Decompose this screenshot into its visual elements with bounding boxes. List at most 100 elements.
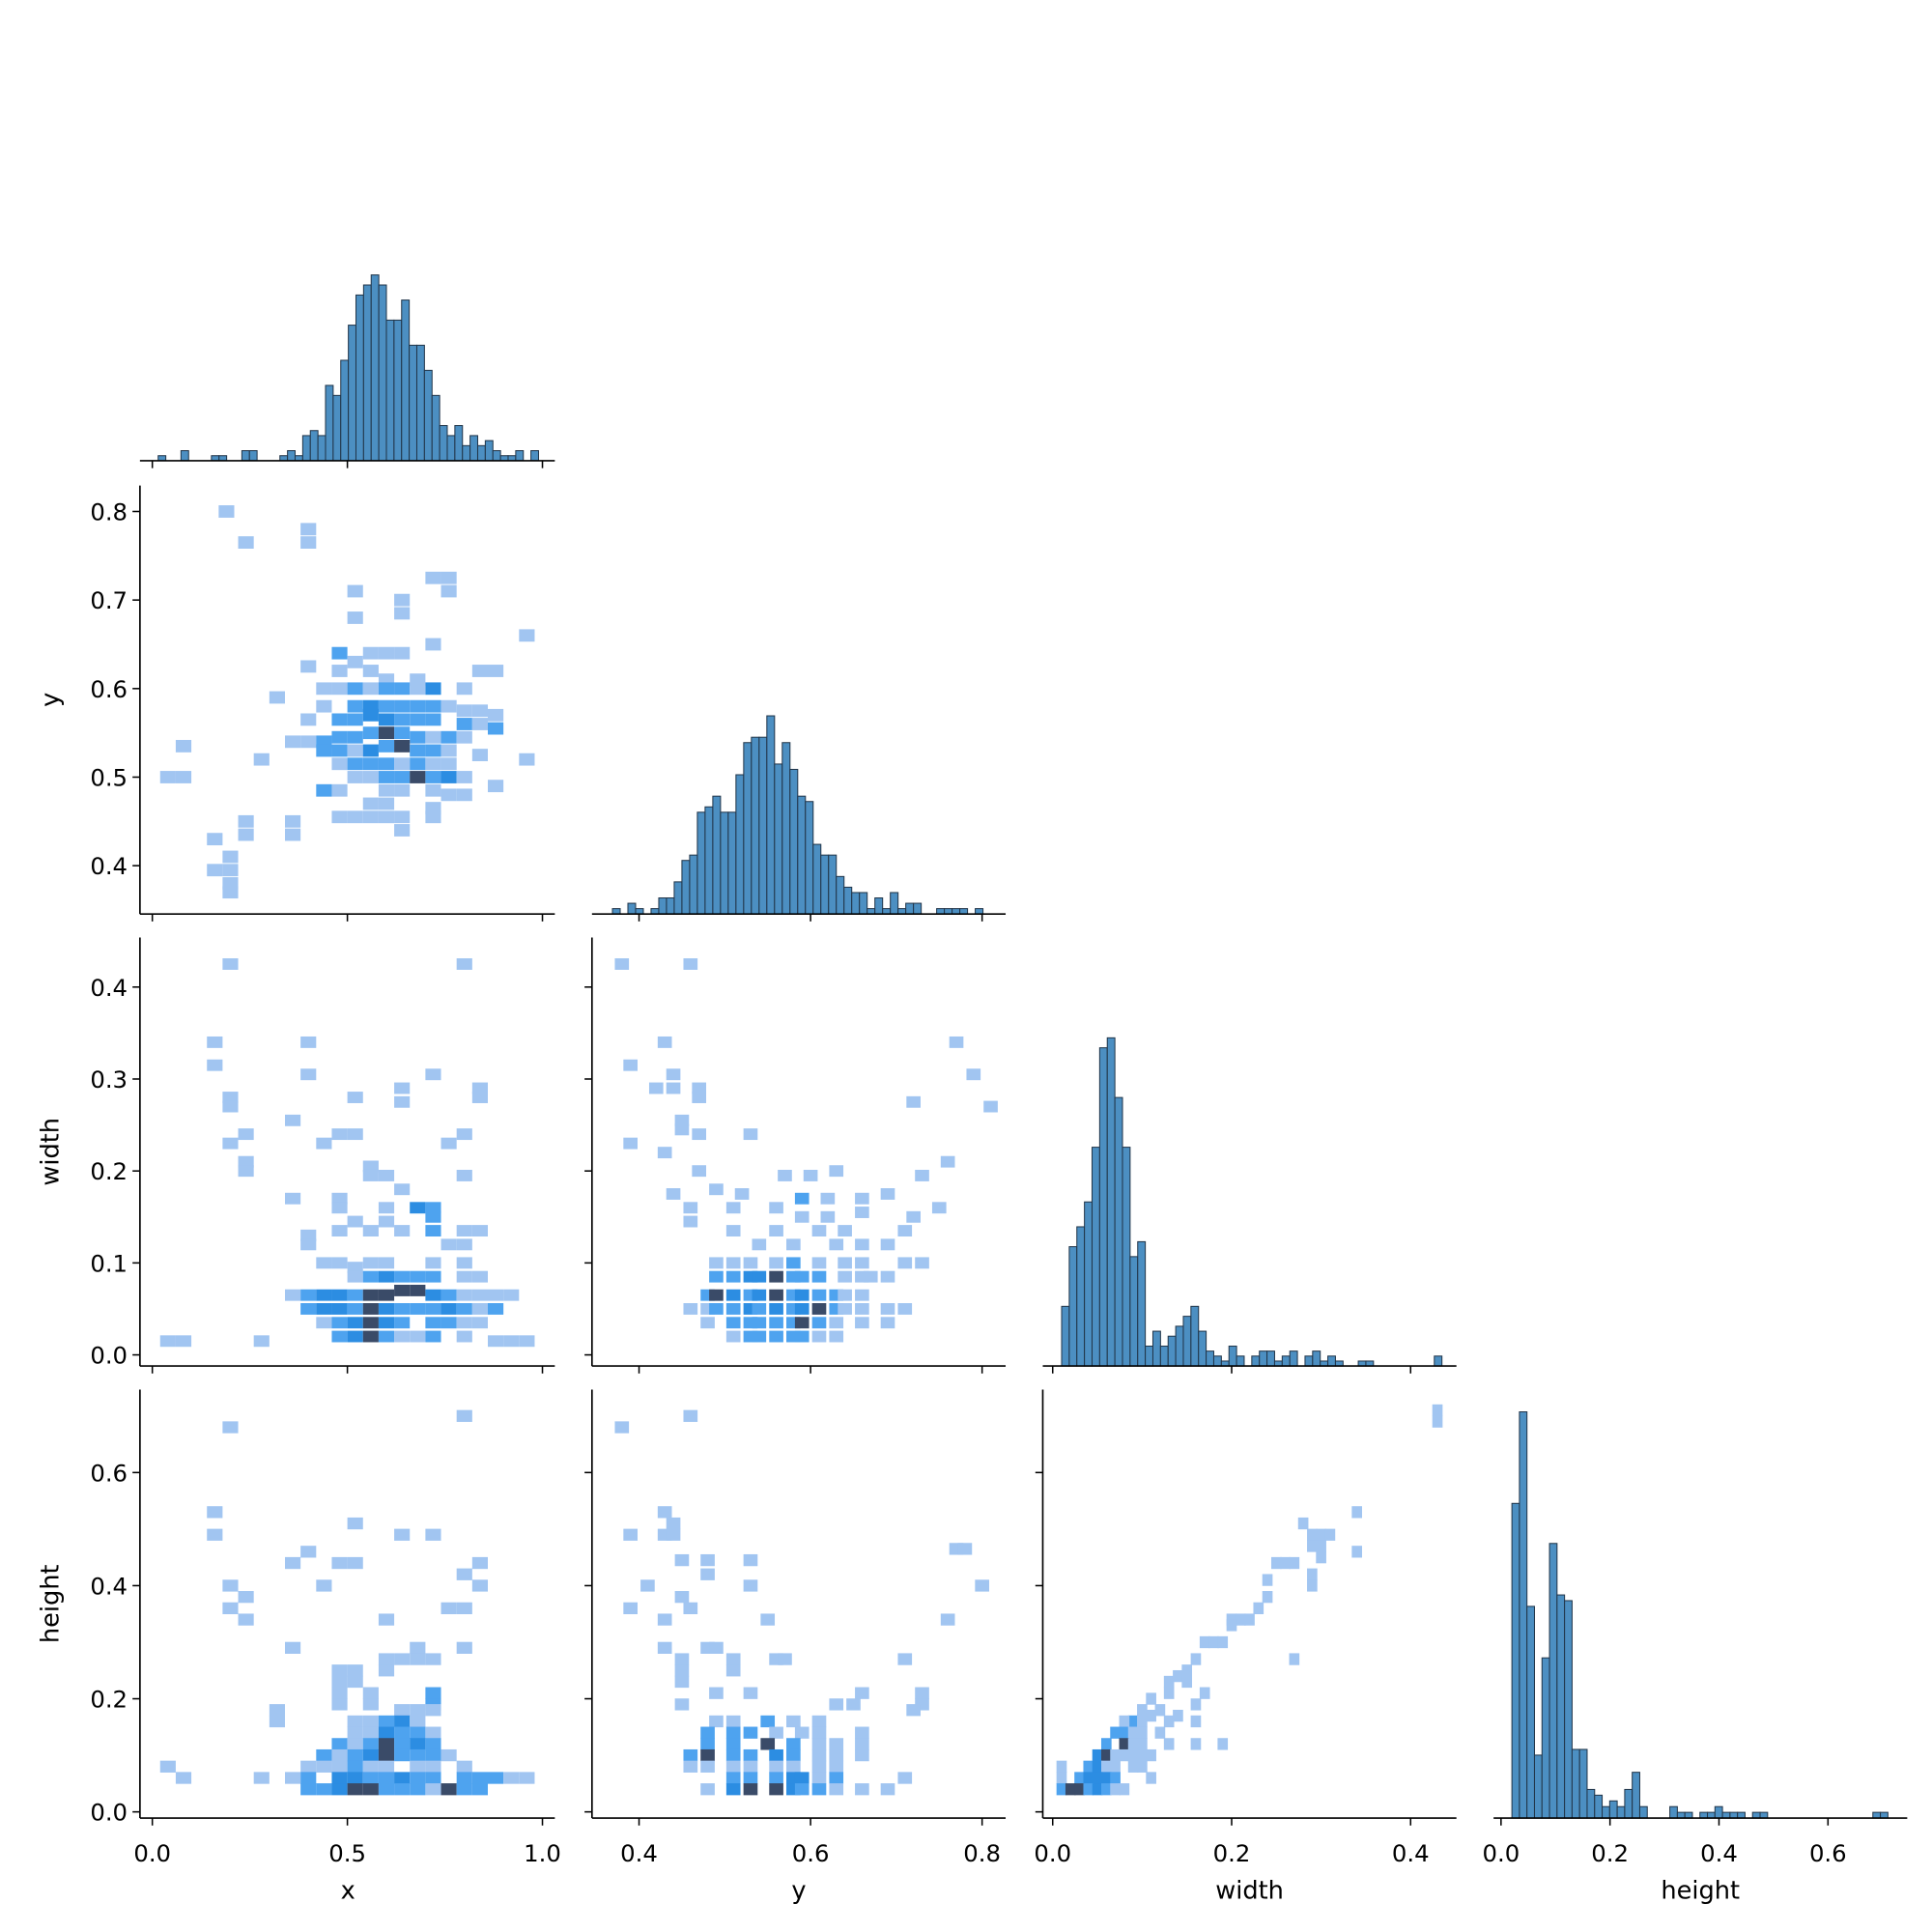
heatmap-cell-width-height (1190, 1715, 1202, 1728)
heatmap-cell-x-height (378, 1653, 395, 1665)
hist-bar-y (851, 892, 861, 915)
hist-bar-x (340, 359, 350, 462)
heatmap-cell-x-height (410, 1738, 426, 1750)
heatmap-cell-width-height (1208, 1635, 1219, 1649)
heatmap-cell-x-height (347, 1664, 363, 1677)
heatmap-cell-width-height (1432, 1404, 1443, 1417)
heatmap-cell-x-y (300, 660, 317, 673)
hist-bar-width (1175, 1325, 1184, 1367)
heatmap-cell-x-width (471, 1225, 488, 1237)
heatmap-cell-x-height (362, 1698, 379, 1711)
heatmap-cell-x-height (316, 1748, 332, 1762)
heatmap-cell-x-y (394, 783, 411, 797)
heatmap-cell-x-height (456, 1641, 472, 1655)
heatmap-cell-y-width (811, 1317, 827, 1329)
heatmap-cell-y-width (709, 1183, 724, 1196)
heatmap-cell-x-height (347, 1556, 363, 1570)
heatmap-cell-x-y (347, 757, 363, 771)
hist-bar-width (1266, 1350, 1275, 1367)
heatmap-cell-y-width (949, 1036, 964, 1048)
hist-bar-x (446, 435, 456, 462)
heatmap-cell-width-height (1190, 1698, 1202, 1711)
heatmap-cell-y-width (743, 1257, 758, 1269)
heatmap-cell-x-height (394, 1653, 411, 1665)
heatmap-cell-y-width (794, 1270, 810, 1283)
heatmap-cell-x-width (503, 1335, 520, 1348)
heatmap-cell-x-y (410, 699, 426, 713)
heatmap-cell-y-width (769, 1330, 783, 1343)
heatmap-cell-y-height (725, 1664, 741, 1677)
heatmap-cell-y-width (794, 1317, 810, 1329)
heatmap-cell-width-height (1235, 1613, 1246, 1626)
heatmap-cell-y-height (700, 1783, 715, 1796)
heatmap-cell-y-width (752, 1270, 767, 1283)
heatmap-cell-y-height (811, 1783, 827, 1796)
heatmap-cell-y-width (820, 1192, 836, 1205)
x-tick-label: 0.5 (328, 1839, 366, 1867)
hist-bar-x (362, 284, 372, 462)
hist-bar-y (828, 854, 838, 915)
heatmap-cell-y-width (743, 1317, 758, 1329)
heatmap-cell-x-width (331, 1192, 348, 1205)
y-tick-label: 0.3 (90, 1065, 128, 1094)
heatmap-cell-x-height (238, 1613, 254, 1626)
heatmap-cell-x-width (378, 1330, 395, 1343)
heatmap-cell-x-width (456, 1270, 472, 1283)
heatmap-cell-x-height (347, 1783, 363, 1796)
heatmap-cell-x-width (394, 1270, 411, 1283)
heatmap-cell-y-height (975, 1579, 989, 1592)
heatmap-cell-y-width (786, 1289, 801, 1301)
heatmap-cell-x-y (316, 783, 332, 797)
heatmap-cell-y-width (683, 1202, 698, 1214)
hist-bar-y (913, 902, 923, 915)
heatmap-cell-x-y (425, 757, 441, 771)
heatmap-cell-x-width (456, 958, 472, 970)
heatmap-cell-x-y (394, 607, 411, 620)
hist-bar-y (805, 801, 814, 915)
y-tick-label: 0.5 (90, 763, 128, 791)
heatmap-cell-x-height (425, 1704, 441, 1717)
hist-bar-width (1251, 1355, 1261, 1367)
heatmap-cell-x-height (394, 1772, 411, 1784)
hist-bar-width (1145, 1345, 1153, 1367)
heatmap-cell-width-height (1173, 1669, 1183, 1683)
heatmap-cell-x-y (316, 682, 332, 696)
heatmap-cell-x-width (425, 1330, 441, 1343)
heatmap-cell-y-width (829, 1330, 844, 1343)
heatmap-cell-x-y (456, 788, 472, 802)
heatmap-cell-x-width (300, 1068, 317, 1081)
hist-bar-x (325, 384, 334, 462)
hist-bar-x (454, 425, 464, 462)
heatmap-cell-x-height (394, 1738, 411, 1750)
heatmap-cell-y-width (811, 1225, 827, 1237)
x-tick-label: 0.6 (792, 1839, 830, 1867)
heatmap-cell-y-width (794, 1192, 810, 1205)
hist-bar-width (1198, 1330, 1208, 1367)
hist-bar-x (385, 319, 395, 462)
hist-bar-height (1616, 1805, 1626, 1819)
heatmap-cell-x-y (425, 783, 441, 797)
heatmap-cell-y-height (725, 1783, 741, 1796)
heatmap-cell-width-height (1119, 1738, 1130, 1750)
heatmap-cell-x-width (207, 1036, 223, 1048)
ylabel-height: height (36, 1564, 65, 1643)
heatmap-cell-y-width (855, 1289, 869, 1301)
heatmap-cell-y-width (752, 1238, 767, 1251)
heatmap-cell-x-height (503, 1772, 520, 1784)
heatmap-cell-y-width (725, 1289, 741, 1301)
heatmap-cell-x-y (378, 713, 395, 726)
heatmap-cell-y-height (786, 1748, 801, 1762)
heatmap-cell-x-width (471, 1303, 488, 1315)
heatmap-cell-y-width (880, 1303, 895, 1315)
heatmap-cell-x-height (410, 1760, 426, 1773)
heatmap-cell-x-y (285, 828, 301, 841)
heatmap-cell-y-width (769, 1257, 783, 1269)
heatmap-cell-y-width (692, 1128, 707, 1141)
hist-bar-height (1571, 1748, 1580, 1819)
heatmap-cell-x-y (285, 735, 301, 749)
heatmap-cell-x-width (316, 1317, 332, 1329)
heatmap-cell-x-y (488, 708, 504, 722)
hist-bar-x (439, 425, 448, 462)
heatmap-cell-x-width (456, 1289, 472, 1301)
heatmap-cell-x-y (425, 771, 441, 783)
